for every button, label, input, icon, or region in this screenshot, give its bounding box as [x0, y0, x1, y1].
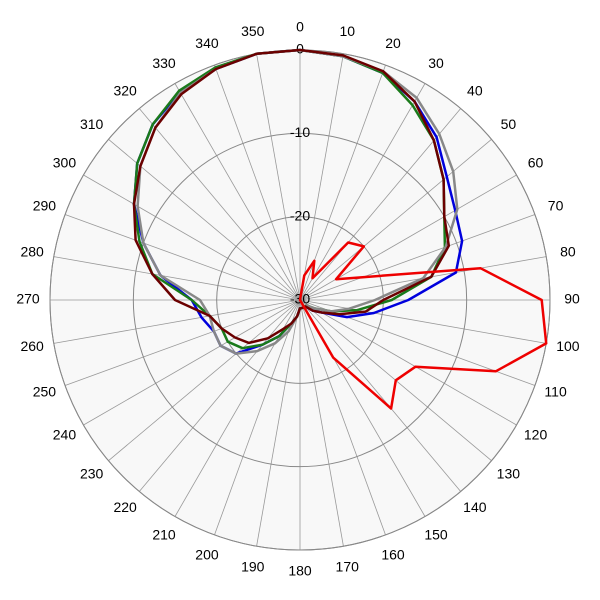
angle-label: 300 — [53, 155, 77, 171]
angle-label: 70 — [548, 198, 564, 214]
angle-label: 60 — [528, 155, 544, 171]
angle-label: 40 — [467, 82, 483, 98]
spoke — [83, 174, 301, 301]
spoke — [53, 299, 301, 344]
spoke — [299, 299, 344, 547]
spoke — [53, 256, 301, 301]
angle-label: 180 — [288, 563, 312, 579]
angle-label: 230 — [80, 466, 104, 482]
angle-label: 150 — [424, 526, 448, 542]
ring — [132, 132, 468, 468]
angle-label: 200 — [195, 546, 219, 562]
angle-label: 290 — [33, 198, 57, 214]
angle-label: 280 — [20, 243, 44, 259]
angle-label: 100 — [556, 338, 580, 354]
pattern-line — [298, 241, 548, 410]
angle-label: 170 — [336, 559, 360, 575]
spoke — [138, 108, 301, 301]
spoke — [64, 299, 301, 386]
angle-label: 0 — [296, 19, 304, 35]
angle-label: 30 — [428, 55, 444, 71]
angle-label: 330 — [152, 55, 176, 71]
angle-label: 260 — [20, 338, 44, 354]
angle-label: 20 — [385, 35, 401, 51]
angle-label: 190 — [241, 559, 265, 575]
angle-label: 80 — [560, 243, 576, 259]
spoke — [299, 138, 492, 301]
radial-label: -20 — [290, 207, 310, 223]
angle-label: 310 — [80, 116, 104, 132]
angle-label: 110 — [544, 384, 567, 400]
angle-label: 220 — [113, 499, 137, 515]
angle-label: 240 — [53, 427, 77, 443]
spoke — [299, 214, 536, 301]
spoke — [138, 299, 301, 492]
angle-label: 350 — [241, 23, 265, 39]
spoke — [64, 214, 301, 301]
spoke — [299, 299, 386, 536]
angle-label: 120 — [524, 427, 548, 443]
angle-label: 270 — [16, 291, 40, 307]
spoke — [256, 53, 301, 301]
pattern-line — [132, 48, 451, 345]
angle-label: 90 — [564, 291, 580, 307]
spoke — [299, 53, 344, 301]
spoke — [108, 299, 301, 462]
angle-label: 50 — [501, 116, 517, 132]
angle-label: 160 — [381, 546, 405, 562]
angle-label: 10 — [339, 23, 355, 39]
spoke — [214, 299, 301, 536]
spoke — [256, 299, 301, 547]
angle-label: 140 — [463, 499, 487, 515]
spoke — [299, 83, 426, 301]
spoke — [299, 299, 517, 426]
angle-label: 250 — [33, 384, 57, 400]
angle-label: 210 — [152, 526, 176, 542]
spoke — [83, 299, 301, 426]
angle-label: 320 — [113, 82, 137, 98]
spoke — [174, 83, 301, 301]
angle-label: 130 — [497, 466, 521, 482]
spoke — [299, 299, 547, 344]
radial-label: 0 — [296, 41, 304, 57]
spoke — [214, 64, 301, 301]
spoke — [299, 299, 462, 492]
angle-label: 340 — [195, 35, 219, 51]
radial-label: -10 — [290, 124, 310, 140]
